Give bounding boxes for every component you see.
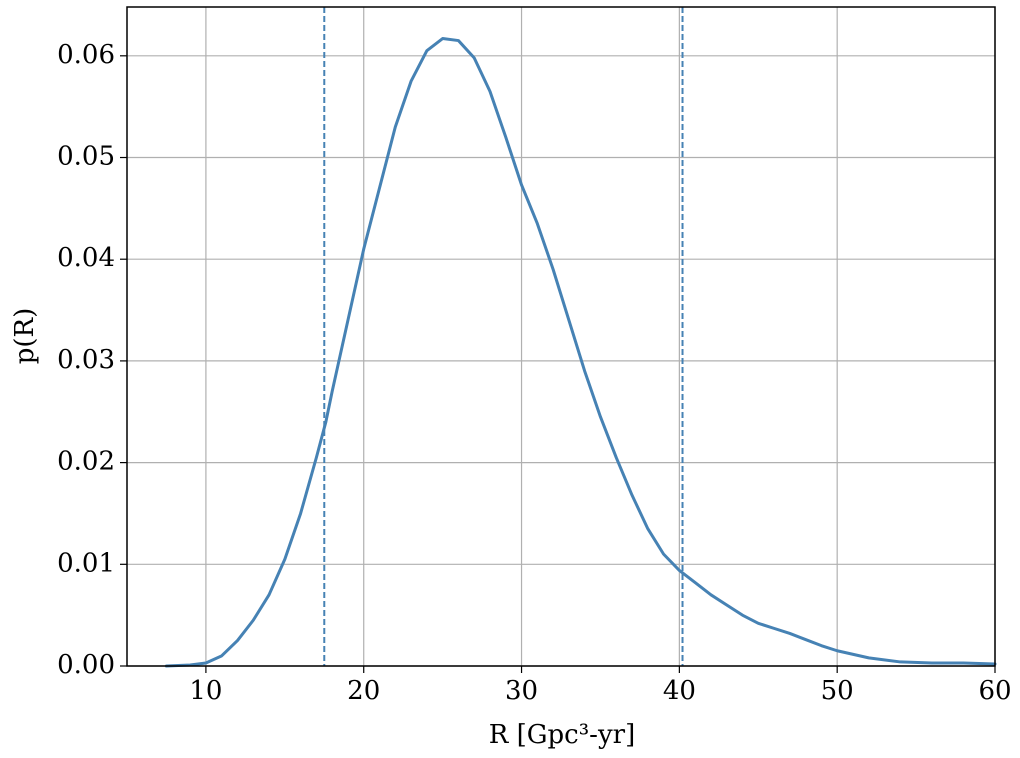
y-tick-label: 0.03 bbox=[57, 345, 115, 375]
y-tick-label: 0.02 bbox=[57, 447, 115, 477]
y-tick-label: 0.00 bbox=[57, 650, 115, 680]
x-axis-label: R [Gpc³-yr] bbox=[489, 720, 635, 750]
density-curve bbox=[164, 37, 997, 668]
y-tick-label: 0.01 bbox=[57, 548, 115, 578]
y-tick-label: 0.04 bbox=[57, 243, 115, 273]
x-tick-label: 10 bbox=[189, 676, 222, 706]
y-tick-label: 0.06 bbox=[57, 40, 115, 70]
x-tick-label: 30 bbox=[505, 676, 538, 706]
x-tick-label: 40 bbox=[663, 676, 696, 706]
x-tick-label: 20 bbox=[347, 676, 380, 706]
y-axis-label: p(R) bbox=[10, 308, 40, 365]
y-tick-label: 0.05 bbox=[57, 142, 115, 172]
x-tick-label: 60 bbox=[978, 676, 1011, 706]
x-tick-label: 50 bbox=[821, 676, 854, 706]
plot-frame bbox=[126, 6, 996, 667]
